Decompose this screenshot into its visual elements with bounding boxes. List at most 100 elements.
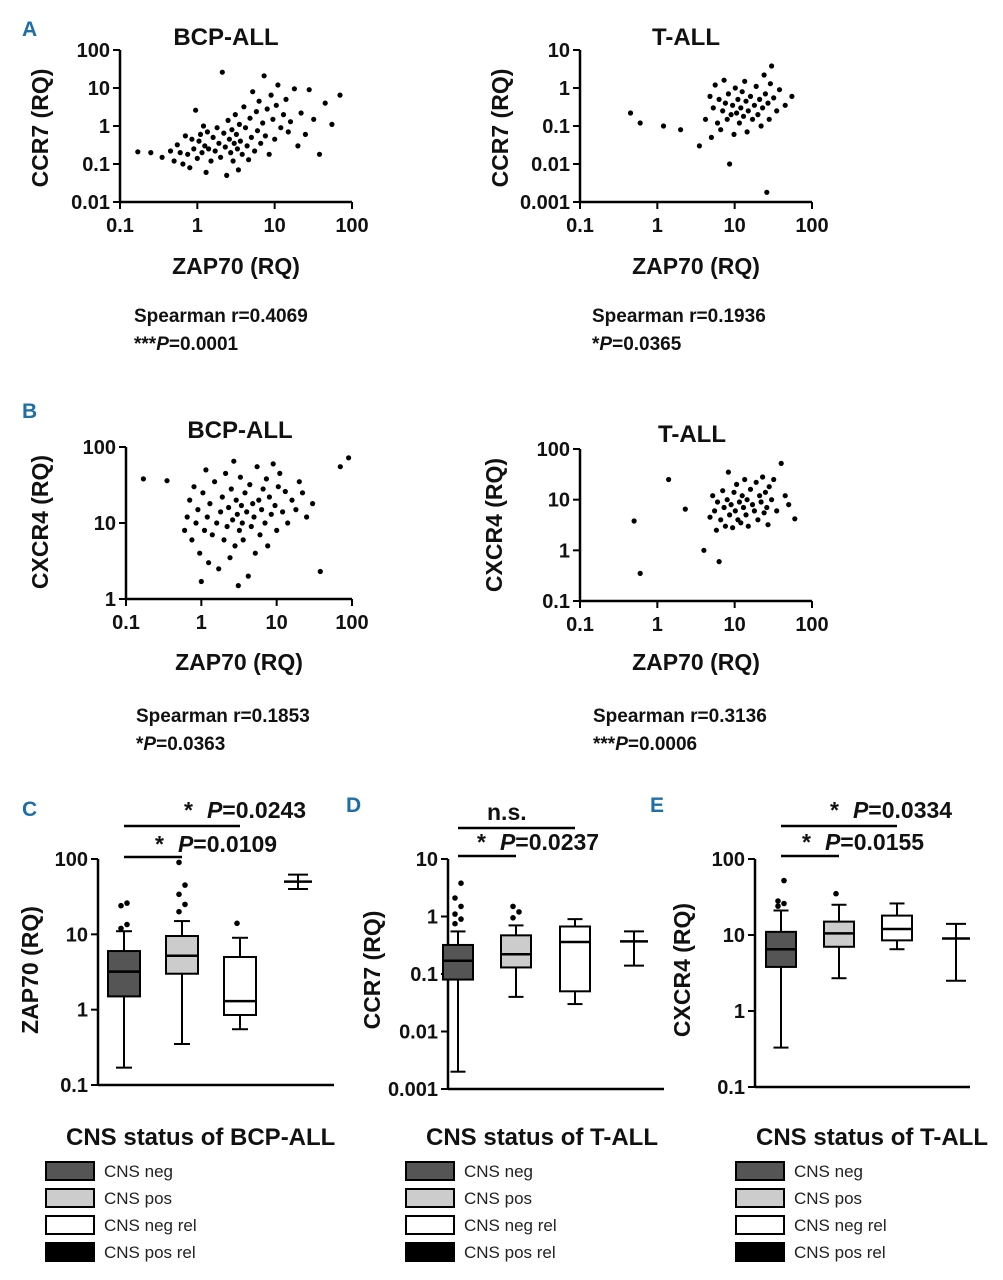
box — [223, 956, 257, 1016]
data-point — [739, 89, 745, 95]
legend-item-label: CNS pos rel — [464, 1243, 556, 1262]
data-point — [743, 98, 749, 104]
outlier-point — [833, 890, 839, 897]
data-point — [238, 502, 244, 509]
data-point — [268, 511, 274, 517]
legend-swatch — [45, 1242, 95, 1262]
legend-item-label: CNS pos rel — [104, 1243, 196, 1262]
data-point — [219, 494, 225, 500]
x-tick-label: 100 — [795, 215, 828, 237]
data-point — [747, 486, 754, 492]
legend-item-label: CNS neg — [104, 1162, 173, 1181]
data-point — [140, 476, 146, 482]
x-tick-label: 0.1 — [112, 612, 140, 634]
data-point — [237, 474, 243, 480]
data-point — [262, 133, 268, 139]
panel-label-d: D — [346, 794, 361, 817]
data-point — [239, 151, 245, 157]
data-point — [209, 532, 215, 538]
data-point — [248, 523, 254, 530]
data-point — [631, 518, 637, 524]
data-point — [207, 501, 213, 507]
x-tick-label: 1 — [192, 215, 203, 237]
data-point — [722, 100, 729, 106]
x-tick-label: 10 — [724, 215, 746, 237]
data-point — [727, 512, 733, 518]
y-tick-label: 1 — [559, 78, 570, 100]
legend-swatch — [735, 1242, 785, 1262]
data-point — [310, 501, 316, 507]
legend-item-label: CNS neg — [464, 1162, 533, 1181]
data-point — [696, 143, 703, 149]
data-point — [174, 142, 180, 148]
x-tick-label: 10 — [264, 215, 286, 237]
data-point — [753, 83, 759, 89]
data-point — [197, 550, 203, 556]
comparison-label: * P=0.0334 — [830, 797, 952, 823]
data-point — [212, 148, 218, 154]
data-point — [710, 105, 716, 111]
y-axis-label: ZAP70 (RQ) — [17, 906, 43, 1034]
data-point — [237, 138, 243, 144]
data-point — [337, 464, 343, 470]
data-point — [702, 116, 709, 122]
outlier-point — [516, 909, 522, 915]
data-point — [728, 502, 734, 508]
p-label: P — [156, 334, 169, 355]
data-point — [722, 523, 729, 529]
data-point — [227, 555, 233, 561]
legend-swatch — [405, 1188, 455, 1208]
legend-swatch — [405, 1161, 455, 1181]
data-point — [204, 129, 210, 135]
data-point — [713, 527, 720, 533]
data-point — [774, 508, 780, 514]
data-point — [322, 100, 328, 106]
sig-star: * — [830, 797, 839, 823]
data-point — [769, 63, 775, 69]
data-point — [218, 509, 224, 515]
data-point — [265, 543, 271, 549]
data-point — [196, 138, 202, 144]
data-point — [755, 517, 761, 523]
data-point — [277, 470, 283, 476]
outlier-point — [458, 916, 464, 922]
data-point — [306, 87, 312, 93]
data-point — [660, 123, 667, 129]
data-point — [241, 104, 247, 110]
data-point — [285, 129, 291, 135]
data-point — [200, 123, 207, 129]
data-point — [637, 570, 643, 577]
data-point — [275, 484, 281, 490]
y-axis-label: CXCR4 (RQ) — [669, 903, 695, 1037]
data-point — [721, 77, 727, 83]
data-point — [714, 120, 721, 126]
data-point — [710, 493, 716, 499]
data-point — [191, 484, 197, 490]
y-tick-label: 0.1 — [542, 116, 570, 138]
data-point — [184, 514, 190, 520]
data-point — [782, 102, 788, 108]
data-point — [730, 102, 736, 108]
data-point — [191, 146, 197, 152]
data-point — [302, 131, 308, 137]
y-tick-label: 1 — [77, 1000, 88, 1022]
legend-item-label: CNS pos rel — [794, 1243, 886, 1262]
p-label: P — [143, 734, 156, 755]
data-point — [760, 105, 766, 111]
data-point — [289, 497, 295, 503]
data-point — [198, 578, 204, 585]
y-tick-label: 1 — [99, 116, 110, 138]
data-point — [235, 167, 241, 173]
p-value: *P=0.0363 — [136, 734, 225, 755]
data-point — [316, 151, 323, 157]
data-point — [266, 151, 272, 157]
p-value: ***P=0.0006 — [593, 734, 697, 755]
outlier-point — [510, 915, 516, 921]
data-point — [666, 476, 672, 483]
outlier-point — [176, 891, 182, 898]
data-point — [272, 136, 278, 142]
data-point — [233, 497, 239, 503]
data-point — [298, 110, 304, 116]
outlier-point — [176, 908, 182, 915]
